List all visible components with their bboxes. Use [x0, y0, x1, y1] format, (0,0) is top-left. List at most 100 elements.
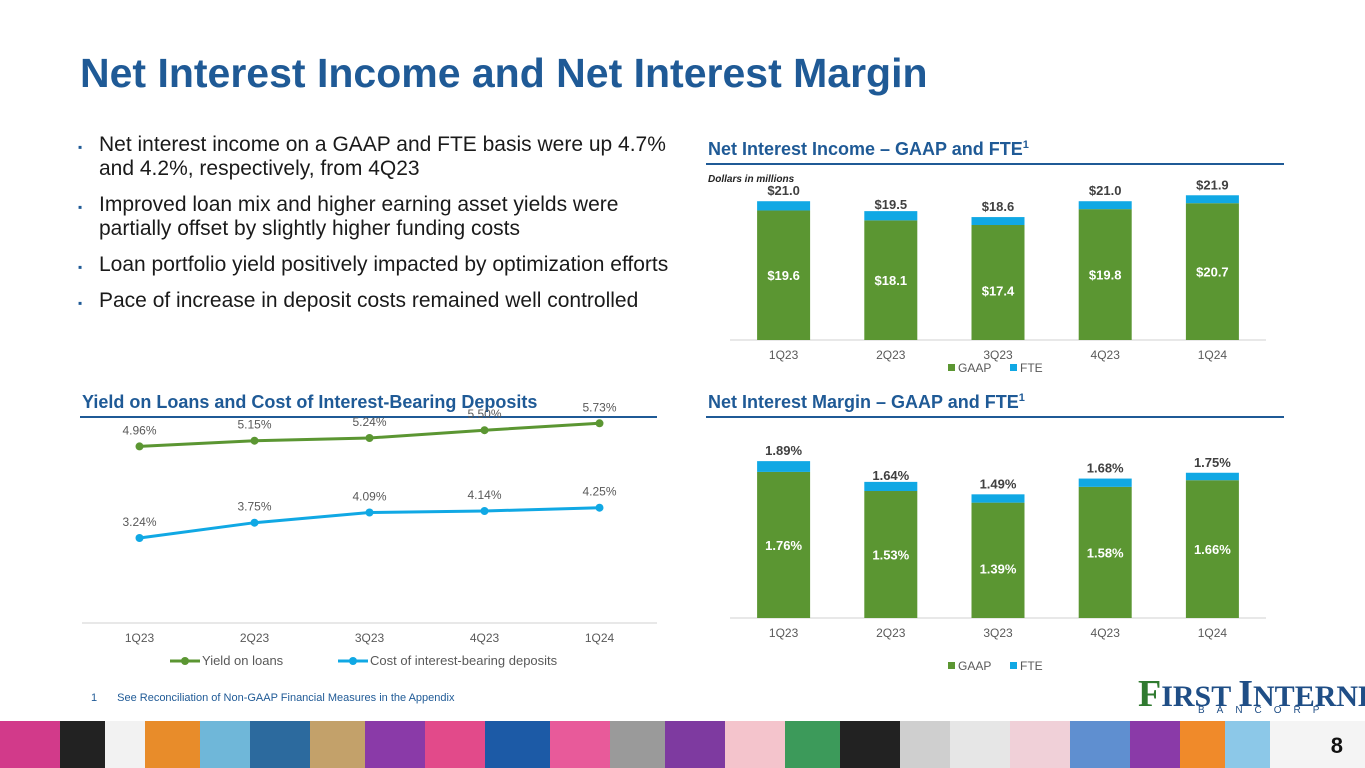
footnote-number: 1	[91, 692, 98, 704]
x-tick-label: 1Q23	[125, 631, 155, 645]
line-data-label: 4.25%	[582, 485, 616, 499]
x-tick-label: 3Q23	[983, 348, 1013, 362]
gaap-bar	[1185, 203, 1239, 340]
line-data-label: 5.73%	[582, 400, 616, 414]
gaap-data-label: $17.4	[982, 284, 1015, 299]
x-tick-label: 3Q23	[983, 626, 1013, 640]
strip-block	[840, 721, 900, 768]
nim-title-footnote: 1	[1018, 392, 1025, 404]
line-data-label: 3.75%	[237, 500, 271, 514]
line-data-label: 5.24%	[352, 415, 386, 429]
fte-bar	[864, 211, 918, 221]
cost-of-deposits-point	[250, 518, 259, 527]
line-data-label: 5.15%	[237, 418, 271, 432]
logo-wordmark: FIRST INTERNET	[1138, 672, 1365, 716]
yield-chart: 4.96% 5.15% 5.24% 5.50% 5.73% 3.24% 3.75% 4.09%…	[82, 400, 657, 680]
footnote: 1 See Reconciliation of Non-GAAP Financia…	[91, 692, 454, 704]
strip-block	[1180, 721, 1225, 768]
strip-block	[0, 721, 60, 768]
strip-block	[250, 721, 310, 768]
nim-chart: 1.76% 1.89% 1Q23 1.53% 1.64% 2Q23 1.39% 1.49% 3Q…	[730, 430, 1266, 680]
x-tick-label: 1Q23	[769, 626, 799, 640]
legend-swatch-fte	[1010, 364, 1017, 371]
x-tick-label: 1Q24	[1198, 348, 1228, 362]
nim-chart-title: Net Interest Margin – GAAP and FTE1	[708, 392, 1025, 413]
legend-label-fte: FTE	[1020, 659, 1043, 673]
gaap-data-label: 1.58%	[1087, 545, 1124, 560]
gaap-bar	[1078, 209, 1132, 340]
strip-block	[900, 721, 950, 768]
fte-bar	[864, 481, 918, 492]
x-tick-label: 2Q23	[876, 626, 906, 640]
nim-title-text: Net Interest Margin – GAAP and FTE	[708, 392, 1019, 412]
cost-of-deposits-point	[365, 508, 374, 517]
total-data-label: $18.6	[982, 199, 1015, 214]
bullet-item: ▪ Net interest income on a GAAP and FTE b…	[78, 133, 678, 181]
strip-block	[785, 721, 840, 768]
yield-on-loans-point	[365, 434, 374, 442]
strip-block	[950, 721, 1010, 768]
strip-block	[1270, 721, 1365, 768]
legend-marker-yield	[181, 657, 189, 665]
line-data-label: 4.09%	[352, 490, 386, 504]
nii-title-footnote: 1	[1022, 139, 1029, 151]
bullet-text: Net interest income on a GAAP and FTE ba…	[99, 133, 666, 180]
strip-block	[1225, 721, 1270, 768]
fte-bar	[1078, 478, 1132, 487]
cost-of-deposits-point	[595, 503, 604, 512]
bullet-item: ▪ Loan portfolio yield positively impacte…	[78, 253, 678, 277]
gaap-data-label: 1.76%	[765, 538, 802, 553]
strip-block	[665, 721, 725, 768]
total-data-label: $21.9	[1196, 177, 1229, 192]
logo-word-internet: NTERNET	[1253, 680, 1365, 713]
total-data-label: 1.89%	[765, 443, 802, 458]
bullet-text: Pace of increase in deposit costs remain…	[99, 289, 639, 312]
page-title: Net Interest Income and Net Interest Mar…	[80, 50, 928, 96]
gaap-data-label: $19.8	[1089, 268, 1122, 283]
strip-block	[145, 721, 200, 768]
nim-chart-svg: 1.76% 1.89% 1Q23 1.53% 1.64% 2Q23 1.39% 1.49% 3Q…	[730, 443, 1266, 673]
nim-title-rule	[706, 416, 1284, 418]
total-data-label: 1.64%	[872, 468, 909, 483]
cost-of-deposits-point	[480, 507, 489, 515]
strip-block	[550, 721, 610, 768]
yield-on-loans-point	[135, 442, 144, 451]
strip-block	[310, 721, 365, 768]
strip-block	[1070, 721, 1130, 768]
total-data-label: $19.5	[875, 197, 908, 212]
x-tick-label: 4Q23	[1091, 348, 1121, 362]
nii-title-text: Net Interest Income – GAAP and FTE	[708, 139, 1023, 159]
x-tick-label: 2Q23	[876, 348, 906, 362]
legend-swatch-gaap	[948, 364, 955, 371]
logo-word-first: IRST	[1161, 680, 1231, 713]
line-data-label: 4.96%	[122, 423, 156, 437]
gaap-data-label: 1.53%	[872, 548, 909, 563]
fte-bar	[757, 461, 811, 472]
strip-block	[485, 721, 550, 768]
cost-of-deposits-point	[135, 534, 144, 542]
yield-chart-title: Yield on Loans and Cost of Interest-Bear…	[82, 392, 538, 412]
bullet-marker: ▪	[78, 140, 83, 154]
company-logo: FIRST INTERNET BANCORP	[1138, 672, 1365, 720]
strip-block	[105, 721, 145, 768]
gaap-bar	[864, 491, 918, 618]
x-tick-label: 1Q24	[585, 631, 615, 645]
x-tick-label: 1Q23	[769, 348, 799, 362]
x-tick-label: 2Q23	[240, 631, 270, 645]
nii-chart-svg: $19.6 $21.0 1Q23 $18.1 $19.5 2Q23 $17.4 $18.6 3Q…	[730, 177, 1266, 375]
fte-bar	[1185, 195, 1239, 204]
fte-bar	[1185, 472, 1239, 481]
gaap-data-label: $18.1	[875, 273, 908, 288]
legend-swatch-gaap	[948, 662, 955, 669]
line-data-label: 5.50%	[467, 407, 501, 421]
fte-bar	[757, 201, 811, 211]
yield-chart-svg: 4.96% 5.15% 5.24% 5.50% 5.73% 3.24% 3.75% 4.09%…	[82, 400, 657, 668]
total-data-label: 1.68%	[1087, 461, 1124, 476]
line-data-label: 3.24%	[122, 515, 156, 529]
legend-label-yield: Yield on loans	[202, 653, 284, 668]
total-data-label: 1.75%	[1194, 455, 1231, 470]
strip-block	[365, 721, 425, 768]
x-tick-label: 1Q24	[1198, 626, 1228, 640]
strip-block	[725, 721, 785, 768]
line-data-label: 4.14%	[467, 488, 501, 502]
